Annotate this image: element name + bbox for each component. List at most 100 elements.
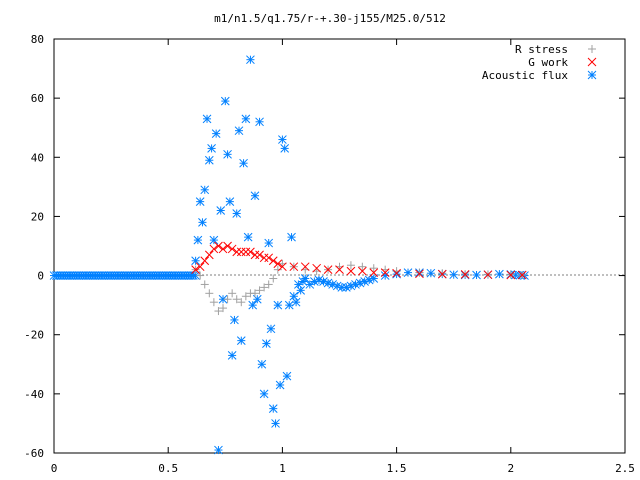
data-point — [282, 371, 292, 381]
data-point — [437, 269, 447, 279]
data-point — [195, 197, 205, 206]
data-point — [310, 277, 319, 286]
data-point — [369, 264, 378, 273]
data-point — [232, 209, 242, 218]
data-point — [264, 280, 273, 289]
legend-marker — [587, 70, 597, 80]
data-point — [220, 96, 230, 106]
data-point — [195, 262, 205, 272]
x-tick-label: 2.5 — [615, 462, 635, 475]
data-point — [262, 339, 271, 348]
data-point — [218, 244, 228, 254]
data-point — [219, 304, 228, 313]
data-point — [191, 256, 200, 266]
data-point — [209, 298, 218, 307]
data-point — [193, 235, 203, 245]
data-point — [227, 244, 237, 254]
data-point — [438, 269, 447, 278]
data-point — [255, 250, 264, 260]
data-point — [380, 268, 390, 277]
data-point — [268, 256, 278, 266]
data-point — [415, 269, 424, 279]
data-point — [284, 300, 294, 310]
legend-item: G work — [528, 56, 597, 69]
data-point — [223, 241, 232, 251]
data-point — [323, 265, 333, 275]
data-point — [216, 206, 226, 215]
data-point — [218, 294, 228, 304]
data-point — [202, 114, 212, 124]
data-point — [415, 268, 424, 277]
data-point — [191, 265, 200, 275]
data-point — [483, 270, 493, 280]
data-point — [223, 149, 232, 159]
data-point — [209, 244, 219, 254]
data-point — [346, 266, 356, 276]
data-point — [255, 286, 264, 295]
legend-label: Acoustic flux — [482, 69, 568, 82]
x-tick-label: 0 — [51, 462, 58, 475]
plot-frame — [53, 38, 626, 454]
data-point — [236, 247, 246, 257]
data-point — [250, 250, 260, 260]
data-point — [214, 307, 223, 316]
data-point — [291, 297, 301, 307]
data-point — [243, 232, 253, 242]
legend-marker — [588, 45, 596, 53]
data-point — [328, 280, 338, 289]
data-point — [204, 250, 214, 260]
data-point — [273, 265, 282, 274]
data-point — [449, 270, 459, 280]
data-point — [392, 268, 401, 278]
series-g-work — [191, 241, 527, 280]
data-point — [200, 256, 210, 266]
data-point — [236, 336, 246, 345]
data-point — [250, 191, 260, 201]
x-axis-ticks: 0 0.5 1 1.5 2 2.5 — [51, 39, 635, 475]
data-point — [266, 324, 276, 334]
data-point — [255, 117, 264, 127]
data-point — [472, 270, 481, 280]
data-point — [209, 235, 219, 245]
data-point — [264, 238, 274, 248]
data-point — [237, 298, 246, 307]
data-point — [232, 295, 241, 304]
data-point — [357, 266, 367, 276]
series-layer — [49, 55, 529, 455]
data-point — [517, 270, 527, 280]
legend-marker — [587, 57, 597, 67]
x-tick-label: 0.5 — [158, 462, 178, 475]
data-point — [232, 247, 242, 257]
data-point — [269, 274, 278, 283]
legend-item: Acoustic flux — [482, 69, 597, 82]
data-point — [246, 55, 255, 65]
data-point — [198, 217, 207, 227]
data-point — [271, 419, 280, 428]
data-point — [460, 270, 470, 279]
data-point — [275, 380, 285, 390]
data-point — [241, 247, 251, 257]
data-point — [278, 262, 287, 272]
y-tick-label: -60 — [24, 447, 44, 460]
data-point — [259, 253, 269, 263]
data-point — [223, 295, 232, 304]
data-point — [369, 268, 379, 277]
data-point — [495, 269, 504, 279]
data-point — [257, 359, 267, 369]
data-point — [300, 262, 310, 272]
data-point — [506, 270, 516, 280]
data-point — [426, 268, 436, 278]
y-tick-label: -40 — [24, 388, 44, 401]
legend-label: R stress — [515, 43, 568, 56]
data-point — [289, 291, 299, 301]
data-point — [264, 253, 274, 263]
legend-item: R stress — [515, 43, 596, 56]
x-tick-label: 2 — [507, 462, 514, 475]
data-point — [200, 280, 209, 289]
legend-label: G work — [528, 56, 568, 69]
data-point — [211, 129, 221, 138]
data-point — [250, 289, 259, 298]
y-tick-label: 60 — [31, 92, 44, 105]
data-point — [234, 126, 244, 136]
